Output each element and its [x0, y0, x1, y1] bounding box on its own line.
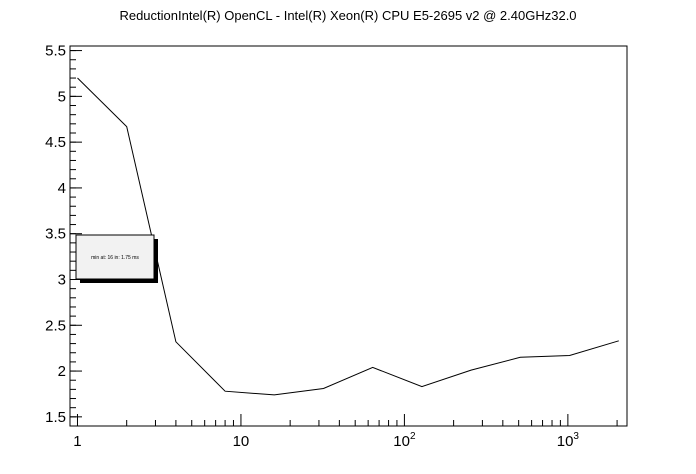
x-tick-label: 10	[233, 433, 250, 450]
x-axis: 1 10 102 103	[73, 414, 618, 450]
legend-panel	[75, 234, 155, 280]
y-tick-label: 5.5	[45, 43, 66, 60]
series-line	[77, 77, 619, 396]
y-tick-label: 3.5	[45, 226, 66, 243]
x-tick-label: 103	[557, 431, 580, 450]
legend-text: min at: 16 in: 1.75 ms	[91, 255, 139, 261]
x-tick-label: 1	[73, 433, 81, 450]
plot-frame	[69, 45, 628, 427]
y-tick-label: 3	[58, 271, 66, 288]
y-axis: 1.5 2 2.5 3 3.5 4 4.5 5 5.5	[45, 43, 82, 427]
chart-title: ReductionIntel(R) OpenCL - Intel(R) Xeon…	[119, 8, 576, 23]
y-tick-label: 4	[58, 180, 66, 197]
y-tick-label: 2	[58, 363, 66, 380]
x-tick-label: 102	[393, 431, 416, 450]
y-tick-label: 5	[58, 88, 66, 105]
y-tick-label: 1.5	[45, 409, 66, 426]
y-tick-label: 4.5	[45, 134, 66, 151]
legend-box: min at: 16 in: 1.75 ms	[75, 234, 158, 283]
y-tick-label: 2.5	[45, 317, 66, 334]
series-group	[77, 77, 619, 396]
